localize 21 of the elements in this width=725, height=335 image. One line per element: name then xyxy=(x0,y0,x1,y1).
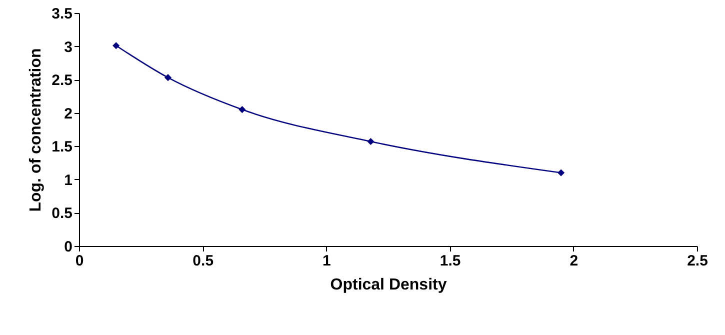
x-tick-label: 0 xyxy=(75,252,84,270)
point xyxy=(558,169,565,176)
point xyxy=(164,74,172,82)
y-tick-label: 2.5 xyxy=(52,72,72,90)
y-tick-label: 0.5 xyxy=(52,205,72,222)
y-tick-label: 3.5 xyxy=(52,6,72,22)
x-tick-label: 0.5 xyxy=(192,252,214,270)
point xyxy=(238,106,246,114)
x-tick-label: 1.5 xyxy=(440,252,461,270)
x-tick-label: 1 xyxy=(322,252,331,270)
y-tick-label: 2 xyxy=(64,105,72,122)
y-tick-label: 3 xyxy=(64,38,72,56)
y-axis-title: Log. of concentration xyxy=(28,48,45,212)
point xyxy=(112,42,120,50)
point xyxy=(367,138,374,146)
y-tick-label: 1 xyxy=(64,172,72,189)
y-tick-label: 0 xyxy=(64,238,72,256)
x-tick-label: 2 xyxy=(570,252,578,270)
x-tick-label: 2.5 xyxy=(687,252,708,270)
y-tick-label: 1.5 xyxy=(52,138,72,156)
x-axis-title: Optical Density xyxy=(330,276,447,294)
